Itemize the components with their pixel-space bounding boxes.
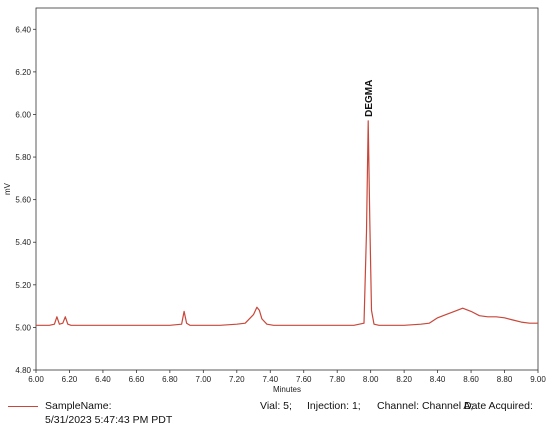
x-tick-label: 8.40	[430, 375, 446, 384]
legend-date-value: 5/31/2023 5:47:43 PM PDT	[45, 414, 173, 426]
legend-sample-name: SampleName:	[45, 400, 112, 412]
legend: SampleName: Vial: 5; Injection: 1; Chann…	[0, 396, 550, 428]
x-tick-label: 6.80	[162, 375, 178, 384]
legend-vial: Vial: 5;	[260, 400, 292, 412]
y-tick-label: 5.40	[15, 238, 31, 247]
y-tick-label: 6.00	[15, 110, 31, 119]
y-tick-label: 6.40	[15, 25, 31, 34]
legend-date-acquired: Date Acquired:	[464, 400, 533, 412]
x-tick-label: 8.60	[463, 375, 479, 384]
y-tick-label: 4.80	[15, 366, 31, 375]
legend-line-swatch	[8, 406, 38, 407]
x-tick-label: 6.00	[28, 375, 44, 384]
x-tick-label: 7.80	[329, 375, 345, 384]
x-tick-label: 7.60	[296, 375, 312, 384]
x-tick-label: 8.20	[396, 375, 412, 384]
chromatogram-trace	[36, 120, 538, 326]
y-tick-label: 6.20	[15, 68, 31, 77]
x-tick-label: 6.60	[129, 375, 145, 384]
x-tick-label: 7.20	[229, 375, 245, 384]
y-tick-label: 5.20	[15, 281, 31, 290]
x-tick-label: 8.00	[363, 375, 379, 384]
y-tick-label: 5.80	[15, 153, 31, 162]
x-tick-label: 7.00	[196, 375, 212, 384]
legend-injection: Injection: 1;	[307, 400, 361, 412]
y-tick-label: 5.60	[15, 196, 31, 205]
x-tick-label: 7.40	[262, 375, 278, 384]
y-tick-label: 5.00	[15, 323, 31, 332]
plot-area-frame	[35, 7, 539, 371]
y-axis-label: mV	[3, 182, 12, 195]
x-axis-label: Minutes	[273, 385, 301, 394]
x-tick-label: 9.00	[530, 375, 546, 384]
legend-channel: Channel: Channel A;	[377, 400, 474, 412]
peak-annotation-degma: DEGMA	[364, 80, 375, 117]
chromatogram-chart: 4.80 5.00 5.20 5.40 5.60 5.80 6.00 6.20 6.40 6.0…	[3, 7, 546, 394]
x-tick-label: 6.20	[62, 375, 78, 384]
x-tick-label: 6.40	[95, 375, 111, 384]
x-tick-label: 8.80	[497, 375, 513, 384]
